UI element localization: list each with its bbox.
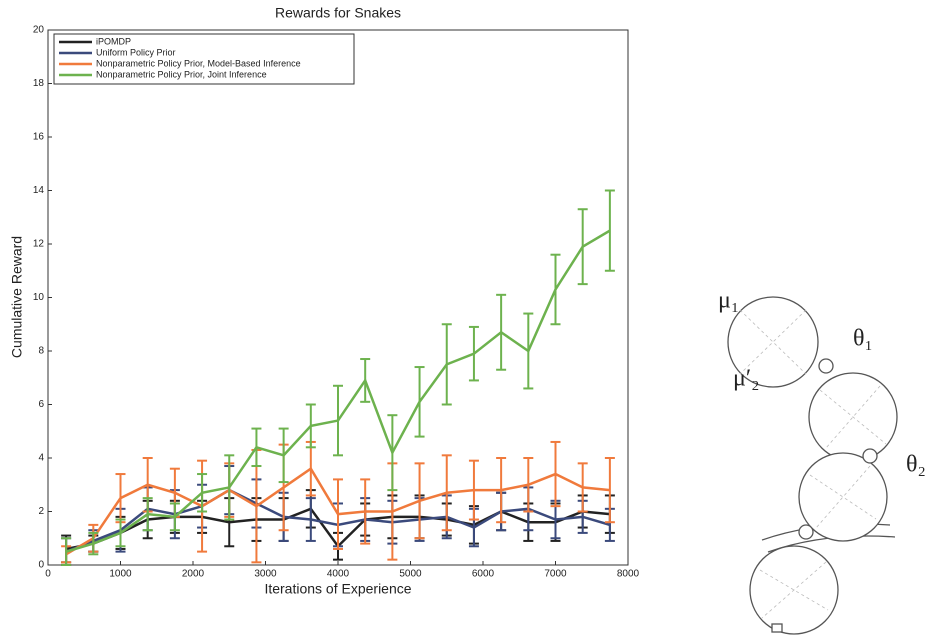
tail [772,624,782,632]
joint [819,359,833,373]
x-tick-label: 0 [45,569,51,580]
x-tick-label: 7000 [544,569,567,580]
y-tick-label: 18 [33,78,45,89]
diagram-label: μ′₂ [733,366,759,392]
y-tick-label: 4 [38,453,44,464]
y-tick-label: 2 [38,506,44,517]
legend-label: Uniform Policy Prior [96,47,176,57]
y-tick-label: 0 [38,560,44,571]
joint [799,525,813,539]
y-tick-label: 12 [33,239,45,250]
chart-title: Rewards for Snakes [275,5,401,21]
legend-label: Nonparametric Policy Prior, Model-Based … [96,58,301,68]
x-tick-label: 3000 [254,569,277,580]
y-tick-label: 14 [33,185,45,196]
y-tick-label: 8 [38,346,44,357]
x-tick-label: 8000 [617,569,640,580]
diagram-label: μ₁ [718,288,739,314]
legend-label: iPOMDP [96,36,131,46]
x-axis-label: Iterations of Experience [264,581,411,597]
diagram-label: θ₂ [906,452,926,478]
joint [863,449,877,463]
x-tick-label: 2000 [182,569,205,580]
y-axis-label: Cumulative Reward [9,236,25,358]
x-tick-label: 6000 [472,569,495,580]
y-tick-label: 16 [33,132,45,143]
page: Rewards for Snakes Iterations of Experie… [0,0,947,637]
x-tick-label: 4000 [327,569,350,580]
y-tick-label: 10 [33,292,45,303]
legend-label: Nonparametric Policy Prior, Joint Infere… [96,69,267,79]
y-tick-label: 20 [33,25,45,36]
series [61,442,615,562]
diagram-label: θ₁ [853,326,873,352]
x-tick-label: 1000 [109,569,132,580]
x-tick-label: 5000 [399,569,422,580]
y-tick-label: 6 [38,399,44,410]
